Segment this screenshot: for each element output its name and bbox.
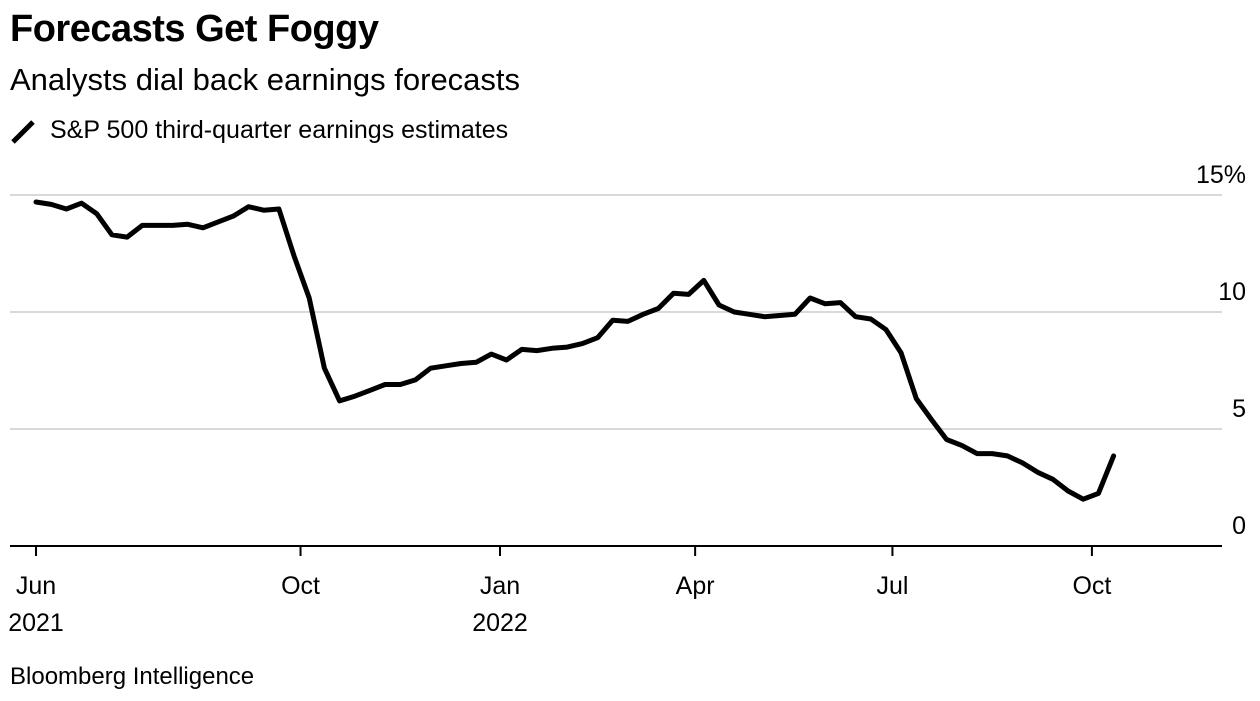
x-tick-label-5: Oct xyxy=(1072,572,1111,600)
series-line-0 xyxy=(33,199,1117,502)
x-tick-label-0: Jun xyxy=(16,572,56,600)
legend-label: S&P 500 third-quarter earnings estimates xyxy=(50,116,509,144)
legend: S&P 500 third-quarter earnings estimates xyxy=(10,116,508,145)
x-tick-label-3: Apr xyxy=(676,572,715,600)
x-tick-label-1: Oct xyxy=(281,572,320,600)
x-tick-label-4: Jul xyxy=(876,572,908,600)
y-axis-ticks: 15% 10 5 0 xyxy=(1196,161,1246,540)
x-axis: Jun 2021 Oct Jan 2022 Apr Jul Oct xyxy=(8,545,1222,637)
y-tick-label-1: 10 xyxy=(1218,278,1246,306)
x-tick-label-2: Jan xyxy=(480,572,520,600)
source-note: Bloomberg Intelligence xyxy=(10,663,255,690)
chart-title: Forecasts Get Foggy xyxy=(10,8,379,50)
x-tick-sublabel-2: 2022 xyxy=(472,609,528,637)
series-layer xyxy=(33,199,1117,502)
x-tick-sublabel-0: 2021 xyxy=(8,609,64,637)
legend-line-icon xyxy=(11,119,35,144)
chart-subtitle: Analysts dial back earnings forecasts xyxy=(10,62,521,97)
y-tick-label-3: 0 xyxy=(1232,512,1246,540)
y-tick-label-2: 5 xyxy=(1232,395,1246,423)
y-tick-label-0: 15% xyxy=(1196,161,1246,189)
gridlines xyxy=(10,194,1222,430)
